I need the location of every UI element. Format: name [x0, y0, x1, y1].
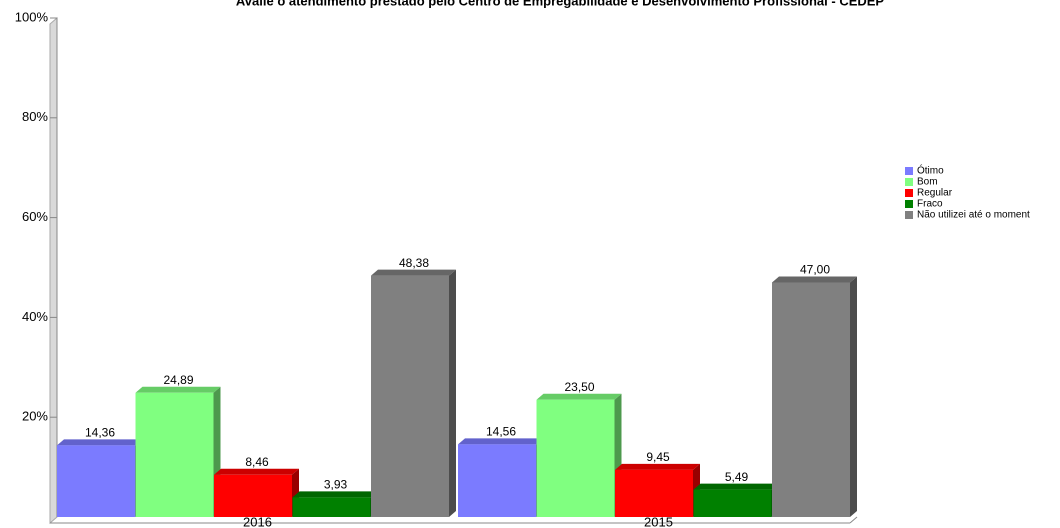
x-axis-depth	[849, 516, 858, 524]
bar	[57, 445, 135, 517]
legend-label: Regular	[917, 188, 953, 199]
bar	[371, 275, 449, 517]
bar	[214, 474, 292, 517]
bar	[458, 444, 536, 517]
legend-label: Ótimo	[917, 164, 944, 177]
y-tick-label: 100%	[15, 9, 49, 24]
bar-top	[292, 491, 378, 498]
legend-swatch	[905, 189, 913, 197]
data-label: 8,46	[245, 455, 269, 469]
bar-top	[615, 463, 700, 470]
chart-title: Avalie o atendimento prestado pelo Centr…	[236, 0, 885, 8]
y-tick-label: 60%	[22, 209, 48, 224]
data-label: 5,49	[725, 470, 749, 484]
bar	[693, 489, 772, 517]
legend-swatch	[905, 167, 913, 175]
legend-swatch	[905, 211, 913, 219]
legend-label: Não utilizei até o moment	[917, 210, 1030, 221]
data-label: 9,45	[646, 450, 670, 464]
bar-top	[536, 393, 622, 400]
legend-label: Fraco	[917, 199, 943, 210]
data-label: 14,56	[486, 425, 516, 439]
bar-top	[458, 438, 543, 445]
data-label: 47,00	[800, 263, 830, 277]
data-label: 48,38	[399, 256, 429, 270]
bar-top	[214, 468, 299, 475]
bar	[536, 399, 615, 517]
data-label: 3,93	[324, 478, 348, 492]
bar-top	[371, 269, 456, 276]
x-tick-label: 2016	[243, 514, 272, 528]
bar-side	[850, 276, 857, 517]
data-label: 23,50	[564, 380, 594, 394]
bar-top	[772, 276, 857, 283]
legend-swatch	[905, 178, 913, 186]
bar	[135, 392, 214, 517]
left-wall	[49, 16, 58, 525]
y-tick-label: 40%	[22, 309, 48, 324]
bar-top	[693, 483, 779, 490]
bar-top	[135, 386, 221, 393]
bar	[615, 469, 693, 517]
legend-label: Bom	[917, 177, 938, 188]
x-tick-label: 2015	[644, 514, 673, 528]
data-label: 14,36	[85, 426, 115, 440]
y-tick-label: 20%	[22, 409, 48, 424]
y-tick-label: 80%	[22, 109, 48, 124]
data-label: 24,89	[163, 373, 193, 387]
bar-top	[57, 439, 142, 446]
bar	[292, 497, 371, 517]
bar	[772, 282, 850, 517]
legend-swatch	[905, 200, 913, 208]
bar-side	[449, 269, 456, 517]
